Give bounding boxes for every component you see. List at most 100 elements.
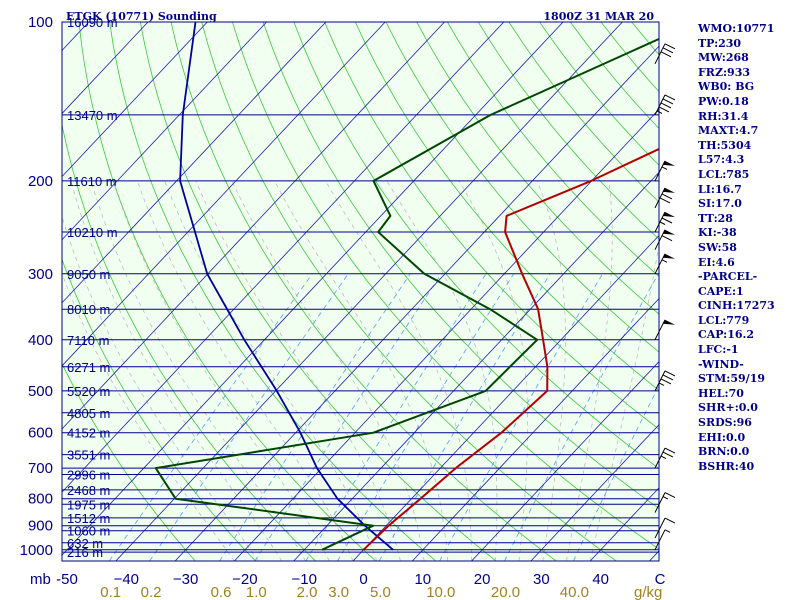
- dry-adiabat: [62, 362, 196, 561]
- barb-full: [660, 102, 672, 109]
- moist-adiabat: [62, 215, 259, 561]
- barb-flag: [663, 319, 675, 325]
- barb-full: [661, 217, 673, 224]
- barb-flag: [663, 229, 675, 235]
- isotherm: [174, 45, 659, 561]
- barb-full: [660, 51, 672, 58]
- moist-adiabat: [536, 180, 566, 561]
- index-line: SRDS:96: [698, 416, 752, 430]
- isotherm: [471, 361, 659, 561]
- barb-flag: [663, 253, 675, 259]
- index-line: MAXT:4.7: [698, 124, 759, 138]
- barb-staff: [654, 187, 666, 209]
- height-label: 2996 m: [67, 468, 110, 483]
- moist-adiabat: [70, 180, 283, 561]
- index-line: WMO:10771: [698, 22, 775, 35]
- moist-adiabat: [112, 180, 330, 561]
- isotherm: [0, 22, 29, 561]
- temperature-tick-label: -50: [56, 571, 78, 588]
- mixing-ratio-label: 10.0: [426, 584, 455, 600]
- height-label: 6271 m: [67, 360, 110, 375]
- index-line: LFC:-1: [698, 343, 739, 357]
- wind-barb: [654, 43, 676, 65]
- index-line: KI:-38: [698, 226, 737, 240]
- wind-barb: [654, 211, 675, 233]
- mixing-ratio-line: [573, 385, 659, 561]
- index-line: CAPE:1: [698, 284, 744, 298]
- barb-full: [661, 235, 673, 242]
- mixing-ratio-label: 20.0: [491, 584, 520, 600]
- height-label: 13470 m: [67, 108, 118, 123]
- barb-flag: [663, 187, 675, 193]
- index-line: SHR+:0.0: [698, 401, 758, 415]
- moist-adiabat: [274, 180, 449, 561]
- barb-full: [660, 378, 672, 385]
- barb-full: [662, 374, 674, 381]
- temperature-tick-label: −30: [173, 571, 198, 588]
- wind-barb: [654, 229, 675, 250]
- isotherm: [62, 22, 267, 241]
- isotherm: [115, 22, 623, 561]
- mixing-ratio-label: 3.0: [328, 584, 349, 600]
- barb-full: [662, 47, 674, 54]
- index-line: EI:4.6: [698, 255, 735, 269]
- temperature-tick-label: 0: [359, 571, 367, 588]
- temperature-trace: [362, 147, 659, 551]
- isotherm: [293, 171, 659, 561]
- moist-adiabat: [458, 180, 529, 561]
- dry-adiabat: [447, 22, 659, 277]
- plot-frame: [61, 21, 660, 562]
- moist-adiabat: [325, 180, 472, 561]
- index-line: STM:59/19: [698, 372, 765, 386]
- pressure-label: 500: [28, 383, 53, 400]
- barb-half: [661, 259, 668, 263]
- mixing-ratio-unit: g/kg: [634, 584, 662, 600]
- wind-barb: [654, 529, 671, 551]
- barb-staff: [654, 517, 666, 539]
- barb-flag: [663, 212, 675, 217]
- height-label: 4152 m: [67, 426, 110, 441]
- temperature-tick-label: 30: [533, 571, 550, 588]
- moist-adiabat: [164, 180, 378, 561]
- isotherm: [62, 22, 564, 556]
- barb-half: [664, 529, 671, 533]
- barb-full: [658, 106, 670, 113]
- pressure-label: 700: [28, 460, 53, 477]
- barb-full: [662, 451, 674, 458]
- temperature-tick-label: 40: [592, 571, 609, 588]
- index-line: PW:0.18: [698, 94, 749, 108]
- height-label: 3551 m: [67, 448, 110, 463]
- height-label: 2468 m: [67, 483, 110, 498]
- height-label: 10210 m: [67, 225, 118, 240]
- barb-full: [662, 98, 674, 105]
- index-line: SI:17.0: [698, 197, 742, 211]
- mixing-ratio-line: [439, 273, 603, 561]
- dry-adiabat: [385, 22, 659, 353]
- index-line: -WIND-: [698, 357, 744, 371]
- barb-full: [659, 197, 671, 204]
- height-label: 8010 m: [67, 302, 110, 317]
- isotherm: [412, 297, 659, 561]
- index-line: BSHR:40: [698, 459, 755, 473]
- temperature-tick-label: −10: [291, 571, 316, 588]
- mixing-ratio-label: 1.0: [246, 584, 267, 600]
- isotherm: [62, 22, 327, 304]
- dry-adiabat: [109, 22, 437, 561]
- index-line: LI:16.7: [698, 182, 742, 196]
- wind-barb: [654, 319, 675, 341]
- wind-barb: [654, 492, 676, 513]
- dry-adiabat: [354, 22, 659, 391]
- dry-adiabat: [324, 22, 659, 430]
- moist-adiabat: [386, 180, 498, 561]
- wind-barb: [654, 94, 676, 116]
- barb-full: [664, 43, 676, 50]
- height-label: 9050 m: [67, 267, 110, 282]
- barb-staff: [654, 370, 666, 392]
- pressure-label: 800: [28, 491, 53, 508]
- height-label: 632 m: [67, 536, 103, 551]
- mixing-ratio-label: 0.1: [100, 584, 121, 600]
- moist-adiabat: [589, 242, 659, 561]
- height-label: 4805 m: [67, 406, 110, 421]
- index-line: MW:268: [698, 51, 749, 65]
- dry-adiabat: [201, 22, 617, 561]
